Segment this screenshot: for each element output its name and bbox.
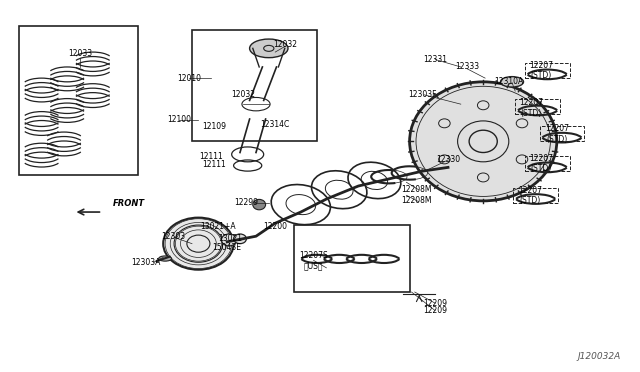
- Text: 12207
(STD): 12207 (STD): [518, 186, 542, 205]
- Text: 12100: 12100: [167, 115, 191, 124]
- Text: 12032: 12032: [273, 40, 297, 49]
- Bar: [515, 99, 560, 114]
- Text: 12299: 12299: [234, 198, 259, 207]
- Text: 12209: 12209: [423, 306, 447, 315]
- Text: 12207S
〈US〉: 12207S 〈US〉: [300, 251, 328, 270]
- Bar: [525, 63, 570, 78]
- Text: 12303A: 12303A: [131, 258, 161, 267]
- Ellipse shape: [163, 218, 234, 270]
- Text: 13021+A: 13021+A: [200, 222, 236, 231]
- Ellipse shape: [410, 82, 557, 201]
- Text: J120032A: J120032A: [577, 352, 621, 361]
- Ellipse shape: [159, 256, 172, 261]
- Text: 12333: 12333: [455, 62, 479, 71]
- Bar: [525, 156, 570, 171]
- Text: 15043E: 15043E: [212, 243, 242, 252]
- Bar: [19, 26, 138, 175]
- Text: 12200: 12200: [263, 222, 287, 231]
- Bar: [192, 30, 317, 141]
- Text: 12207
(STD): 12207 (STD): [529, 61, 553, 80]
- Text: 12208M: 12208M: [401, 185, 431, 194]
- Text: 12109: 12109: [202, 122, 227, 131]
- Ellipse shape: [500, 77, 524, 87]
- Ellipse shape: [253, 199, 266, 210]
- Text: FRONT: FRONT: [113, 199, 145, 208]
- Bar: [294, 225, 410, 292]
- Text: 12330: 12330: [436, 155, 460, 164]
- Text: 12314C: 12314C: [260, 120, 290, 129]
- Text: 12010: 12010: [177, 74, 201, 83]
- Text: 12207
(STD): 12207 (STD): [519, 98, 543, 118]
- Text: 12310A: 12310A: [494, 77, 524, 86]
- Text: 12032: 12032: [231, 90, 255, 99]
- Text: 12331: 12331: [423, 55, 447, 64]
- Text: 12303: 12303: [161, 232, 185, 241]
- Text: 13021: 13021: [218, 234, 243, 243]
- Text: 12111: 12111: [199, 152, 223, 161]
- Text: 12208M: 12208M: [401, 196, 431, 205]
- Text: 12111: 12111: [202, 160, 227, 169]
- Bar: [513, 188, 558, 203]
- Text: 12303F: 12303F: [408, 90, 436, 99]
- Text: 12207
(STD): 12207 (STD): [545, 124, 569, 144]
- Text: 12209: 12209: [423, 299, 447, 308]
- Ellipse shape: [234, 234, 246, 244]
- Ellipse shape: [221, 234, 237, 246]
- Text: 12033: 12033: [68, 49, 92, 58]
- Text: 12207
(STD): 12207 (STD): [529, 154, 553, 173]
- Ellipse shape: [250, 39, 288, 58]
- Bar: [540, 126, 584, 141]
